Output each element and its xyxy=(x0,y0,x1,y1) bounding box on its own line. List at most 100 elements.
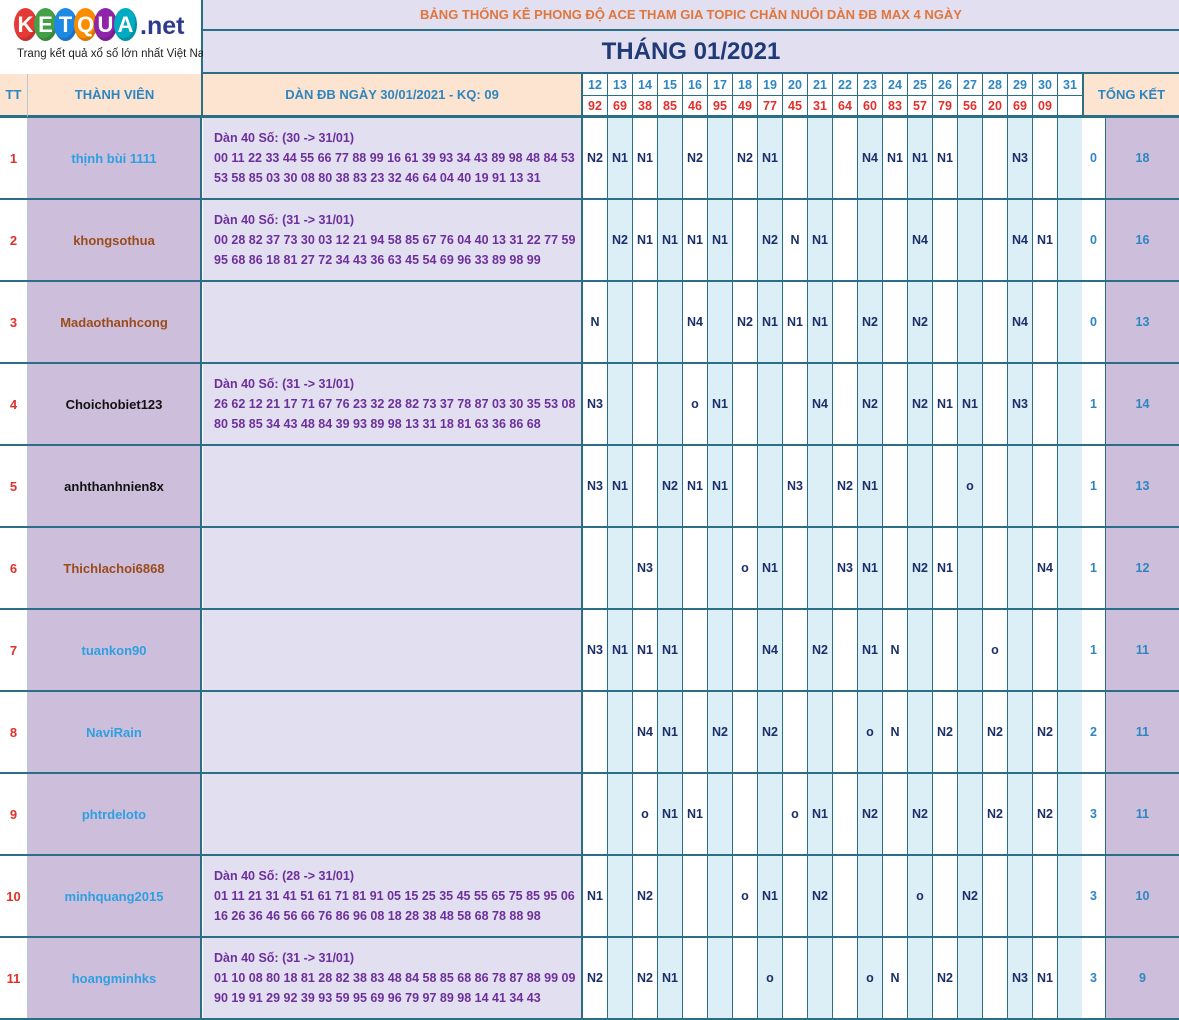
day-result: 57 xyxy=(908,96,933,118)
day-mark-cell: N2 xyxy=(958,856,983,936)
member-name[interactable]: khongsothua xyxy=(28,200,202,280)
day-mark-cell: N1 xyxy=(808,200,833,280)
day-mark-cell xyxy=(808,446,833,526)
day-mark-cell: N2 xyxy=(608,200,633,280)
day-header: 12 xyxy=(583,74,608,96)
day-mark-cell xyxy=(958,692,983,772)
day-result: 79 xyxy=(933,96,958,118)
day-mark-cell: N1 xyxy=(933,364,958,444)
day-mark-cell: N1 xyxy=(933,528,958,608)
summary-total: 13 xyxy=(1106,282,1179,362)
day-mark-cell: o xyxy=(783,774,808,854)
summary-misses: 3 xyxy=(1082,938,1106,1018)
day-mark-cell xyxy=(608,692,633,772)
day-mark-cell xyxy=(758,774,783,854)
summary-misses: 1 xyxy=(1082,446,1106,526)
day-result: 20 xyxy=(983,96,1008,118)
day-mark-cell xyxy=(1008,610,1033,690)
table-row xyxy=(0,118,1179,200)
col-header-tt: TT xyxy=(0,74,28,118)
day-mark-cell xyxy=(1058,610,1083,690)
day-mark-cell xyxy=(958,938,983,1018)
day-mark-cell xyxy=(933,282,958,362)
day-result: 09 xyxy=(1033,96,1058,118)
day-mark-cell: N1 xyxy=(633,610,658,690)
day-mark-cell xyxy=(1033,610,1058,690)
member-number-set: Dàn 40 Số: (30 -> 31/01) 00 11 22 33 44 5… xyxy=(203,118,583,198)
day-mark-cell xyxy=(1033,118,1058,198)
day-result: 83 xyxy=(883,96,908,118)
day-header: 24 xyxy=(883,74,908,96)
row-number: 8 xyxy=(0,692,28,772)
day-mark-cell xyxy=(808,528,833,608)
day-mark-cell: N1 xyxy=(583,856,608,936)
day-mark-cell: N1 xyxy=(758,118,783,198)
day-mark-cell xyxy=(733,610,758,690)
day-mark-cell xyxy=(883,282,908,362)
day-mark-cell: N1 xyxy=(908,118,933,198)
number-set-line: 01 10 08 80 18 81 28 82 38 83 48 84 58 8… xyxy=(214,971,576,985)
member-name[interactable]: Choichobiet123 xyxy=(28,364,202,444)
member-name[interactable]: NaviRain xyxy=(28,692,202,772)
day-mark-cell xyxy=(933,774,958,854)
day-mark-cell: N1 xyxy=(658,200,683,280)
day-mark-cell: N1 xyxy=(608,610,633,690)
member-number-set xyxy=(203,282,583,362)
day-header: 15 xyxy=(658,74,683,96)
day-mark-cell: N1 xyxy=(758,856,783,936)
day-mark-cell xyxy=(783,610,808,690)
day-mark-cell xyxy=(808,118,833,198)
day-mark-cell xyxy=(1033,446,1058,526)
day-mark-cell: N3 xyxy=(1008,938,1033,1018)
summary-total: 10 xyxy=(1106,856,1179,936)
day-mark-cell xyxy=(708,938,733,1018)
member-name[interactable]: phtrdeloto xyxy=(28,774,202,854)
day-mark-cell xyxy=(833,610,858,690)
day-mark-cell xyxy=(808,938,833,1018)
day-header: 19 xyxy=(758,74,783,96)
summary-misses: 1 xyxy=(1082,610,1106,690)
member-name[interactable]: minhquang2015 xyxy=(28,856,202,936)
day-mark-cell xyxy=(833,118,858,198)
day-mark-cell: N2 xyxy=(858,774,883,854)
day-mark-cell: N3 xyxy=(583,610,608,690)
day-mark-cell xyxy=(933,200,958,280)
row-number: 11 xyxy=(0,938,28,1018)
member-number-set xyxy=(203,610,583,690)
day-mark-cell: N2 xyxy=(858,364,883,444)
member-name[interactable]: Madaothanhcong xyxy=(28,282,202,362)
day-mark-cell: N1 xyxy=(758,282,783,362)
site-logo[interactable]: K E T Q U A .net Trang kết quả xổ số lớn nhất … xyxy=(0,0,214,74)
day-mark-cell xyxy=(983,282,1008,362)
number-set-line: 00 28 82 37 73 30 03 12 21 94 58 85 67 7… xyxy=(214,233,576,247)
summary-total: 11 xyxy=(1106,692,1179,772)
day-mark-cell xyxy=(1058,938,1083,1018)
day-mark-cell xyxy=(683,856,708,936)
member-name[interactable]: thịnh bùi 1111 xyxy=(28,118,202,198)
day-result: 49 xyxy=(733,96,758,118)
summary-total: 11 xyxy=(1106,610,1179,690)
member-name[interactable]: hoangminhks xyxy=(28,938,202,1018)
day-header: 20 xyxy=(783,74,808,96)
row-number: 3 xyxy=(0,282,28,362)
day-mark-cell xyxy=(1058,528,1083,608)
day-mark-cell: N2 xyxy=(908,528,933,608)
day-mark-cell: N1 xyxy=(933,118,958,198)
col-header-member: THÀNH VIÊN xyxy=(28,74,203,118)
day-mark-cell xyxy=(683,610,708,690)
day-mark-cell xyxy=(983,118,1008,198)
day-mark-cell: N2 xyxy=(1033,774,1058,854)
day-header: 16 xyxy=(683,74,708,96)
day-mark-cell: N1 xyxy=(683,446,708,526)
day-mark-cell xyxy=(958,200,983,280)
day-mark-cell xyxy=(1058,282,1083,362)
day-mark-cell xyxy=(733,364,758,444)
member-number-set: Dàn 40 Số: (31 -> 31/01) 00 28 82 37 73 3… xyxy=(203,200,583,280)
member-name[interactable]: anhthanhnien8x xyxy=(28,446,202,526)
day-mark-cell xyxy=(1008,692,1033,772)
member-name[interactable]: tuankon90 xyxy=(28,610,202,690)
member-name[interactable]: Thichlachoi6868 xyxy=(28,528,202,608)
day-mark-cell xyxy=(958,610,983,690)
number-set-line: 16 26 36 46 56 66 76 86 96 08 18 28 38 4… xyxy=(214,909,541,923)
summary-misses: 0 xyxy=(1082,118,1106,198)
